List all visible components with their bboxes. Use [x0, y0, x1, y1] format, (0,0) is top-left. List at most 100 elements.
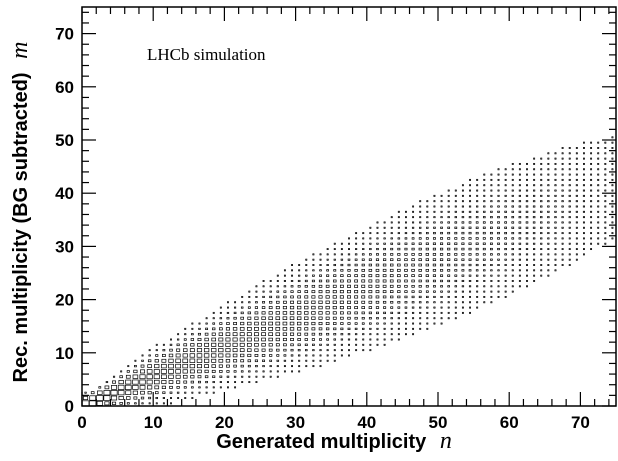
histogram-bin	[583, 232, 585, 235]
histogram-bin	[304, 311, 309, 315]
histogram-bin	[282, 305, 287, 310]
histogram-bin	[318, 332, 323, 336]
histogram-bin	[439, 258, 444, 261]
histogram-bin	[375, 268, 380, 272]
histogram-bin	[325, 327, 330, 331]
histogram-bin	[182, 348, 188, 352]
histogram-bin	[98, 386, 102, 389]
histogram-bin	[525, 242, 529, 245]
histogram-bin	[526, 274, 528, 277]
histogram-bin	[311, 338, 315, 341]
histogram-bin	[368, 300, 373, 304]
histogram-bin	[482, 258, 486, 261]
histogram-bin	[504, 274, 507, 277]
histogram-bin	[290, 332, 295, 336]
histogram-bin	[475, 263, 479, 267]
histogram-bin	[554, 216, 557, 219]
histogram-bin	[291, 269, 293, 272]
histogram-bin	[219, 370, 223, 373]
histogram-bin	[269, 295, 273, 299]
histogram-bin	[390, 242, 394, 245]
histogram-bin	[276, 274, 279, 277]
histogram-bin	[354, 274, 358, 278]
histogram-bin	[234, 381, 237, 384]
histogram-bin	[276, 280, 279, 282]
histogram-bin	[411, 290, 415, 293]
histogram-bin	[554, 232, 557, 235]
histogram-bin	[518, 194, 521, 197]
histogram-bin	[368, 295, 373, 299]
histogram-bin	[525, 258, 529, 261]
histogram-bin	[497, 210, 500, 213]
histogram-bin	[162, 349, 166, 352]
histogram-bin	[218, 337, 224, 342]
histogram-bin	[397, 295, 401, 299]
histogram-bin	[419, 205, 422, 208]
histogram-bin	[232, 348, 238, 353]
histogram-bin	[397, 263, 401, 267]
histogram-bin	[168, 369, 174, 374]
histogram-bin	[225, 353, 231, 358]
histogram-bin	[241, 295, 244, 298]
histogram-bin	[268, 332, 273, 336]
histogram-bin	[376, 232, 379, 235]
histogram-bin	[326, 253, 329, 256]
histogram-bin	[254, 337, 259, 342]
histogram-bin	[461, 216, 465, 219]
histogram-bin	[275, 311, 280, 315]
histogram-bin	[604, 226, 607, 229]
histogram-bin	[147, 391, 152, 395]
histogram-bin	[511, 242, 515, 245]
histogram-bin	[518, 237, 522, 240]
histogram-bin	[397, 290, 401, 293]
histogram-bin	[611, 178, 614, 181]
histogram-bin	[490, 290, 493, 293]
histogram-bin	[561, 253, 564, 256]
histogram-bin	[547, 184, 550, 187]
histogram-bin	[454, 205, 457, 208]
histogram-bin	[432, 247, 437, 251]
histogram-bin	[333, 274, 337, 277]
histogram-bin	[232, 342, 238, 347]
histogram-bin	[198, 391, 201, 394]
histogram-bin	[597, 216, 600, 219]
histogram-bin	[440, 194, 443, 197]
histogram-bin	[340, 349, 343, 352]
histogram-bin	[219, 381, 222, 384]
histogram-bin	[389, 290, 394, 293]
histogram-bin	[518, 221, 522, 224]
histogram-bin	[368, 279, 373, 283]
histogram-bin	[354, 290, 359, 294]
histogram-bin	[125, 379, 132, 385]
x-tick-label: 50	[429, 413, 448, 432]
histogram-bin	[504, 173, 507, 176]
histogram-bin	[312, 269, 315, 272]
histogram-bin	[526, 162, 528, 165]
histogram-bin	[390, 306, 394, 309]
histogram-bin	[196, 353, 203, 358]
histogram-bin	[604, 189, 607, 192]
histogram-bin	[383, 333, 386, 336]
histogram-bin	[162, 402, 165, 405]
histogram-bin	[124, 384, 132, 390]
histogram-bin	[218, 332, 223, 336]
histogram-bin	[84, 391, 87, 394]
histogram-bin	[397, 258, 401, 262]
histogram-bin	[96, 395, 104, 401]
histogram-bin	[440, 205, 443, 208]
histogram-bin	[447, 200, 450, 203]
histogram-bin	[305, 258, 308, 261]
histogram-bin	[326, 359, 329, 362]
histogram-bin	[411, 226, 415, 229]
histogram-bin	[482, 253, 486, 256]
histogram-bin	[361, 279, 366, 283]
histogram-bin	[125, 374, 131, 379]
histogram-bin	[332, 290, 337, 294]
histogram-bin	[305, 349, 308, 352]
histogram-bin	[461, 189, 464, 192]
histogram-bin	[318, 279, 323, 283]
histogram-bin	[191, 397, 194, 399]
histogram-bin	[490, 285, 493, 288]
histogram-bin	[490, 205, 493, 208]
histogram-bin	[212, 386, 215, 389]
